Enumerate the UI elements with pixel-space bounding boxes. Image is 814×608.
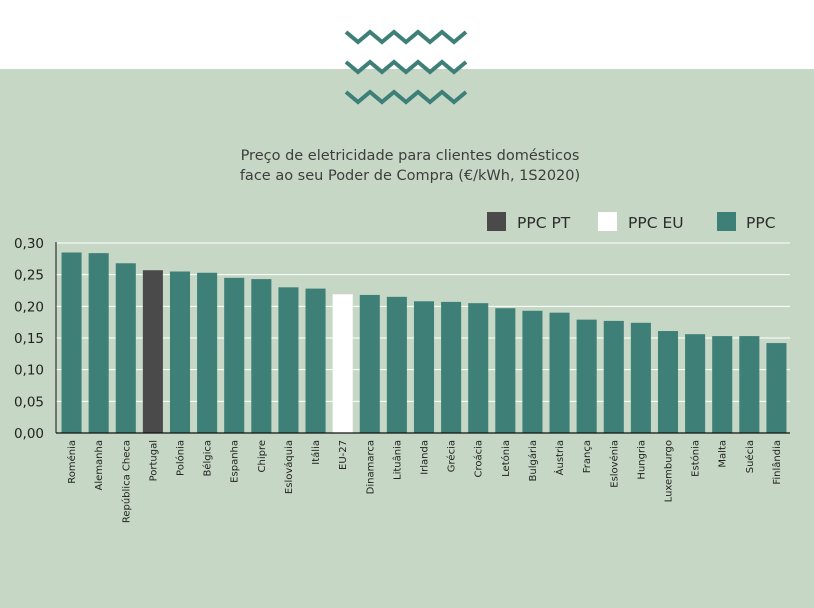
x-tick-label: Croácia: [473, 440, 485, 478]
chart-title-line-2: face ao seu Poder de Compra (€/kWh, 1S20…: [240, 168, 580, 184]
y-tick-label: 0,15: [14, 331, 44, 347]
bar: [441, 301, 462, 433]
y-axis-ticks: 0,00 0,05 0,10 0,15 0,20 0,25 0,30: [14, 236, 44, 442]
x-tick-label: Letónia: [500, 440, 512, 477]
bar: [712, 336, 733, 433]
bar: [685, 334, 706, 433]
x-tick-label: Lituânia: [391, 440, 403, 480]
bar: [88, 253, 109, 433]
bar: [251, 279, 272, 433]
y-tick-label: 0,10: [14, 363, 44, 379]
bar: [576, 319, 597, 433]
legend-label-ppc-eu: PPC EU: [628, 214, 684, 232]
x-tick-label: Grécia: [446, 440, 458, 472]
x-tick-label: Roménia: [66, 440, 78, 484]
x-tick-label: Chipre: [257, 440, 268, 473]
bars: [61, 252, 787, 433]
bar: [224, 277, 245, 433]
y-tick-label: 0,25: [14, 268, 44, 284]
y-tick-label: 0,00: [14, 426, 44, 442]
x-tick-label: Irlanda: [420, 440, 431, 475]
x-axis-ticks: Roménia Alemanha República Checa Portugal Po…: [66, 440, 783, 523]
legend-swatch-ppc-pt: [487, 212, 506, 231]
x-tick-label: Luxemburgo: [664, 440, 675, 502]
x-tick-label: França: [582, 440, 593, 473]
y-tick-label: 0,30: [14, 236, 44, 252]
x-tick-label: Estónia: [690, 440, 702, 477]
x-tick-label: República Checa: [120, 440, 132, 523]
x-tick-label: Hungria: [636, 440, 647, 480]
bar: [413, 301, 435, 433]
y-tick-label: 0,20: [14, 299, 44, 315]
x-tick-label: Finlândia: [771, 440, 783, 485]
bar: [197, 272, 218, 433]
bar: [169, 271, 191, 433]
bar: [766, 343, 787, 433]
chart-title-line-1: Preço de eletricidade para clientes domé…: [241, 148, 580, 164]
bar: [278, 287, 299, 433]
bar: [468, 303, 489, 433]
chart-title: Preço de eletricidade para clientes domé…: [240, 148, 580, 184]
x-tick-label: Eslováquia: [283, 440, 295, 494]
bar: [386, 296, 407, 433]
bar: [305, 288, 326, 433]
x-tick-label: Malta: [718, 440, 729, 468]
bar: [630, 322, 651, 433]
x-tick-label: Bélgica: [202, 440, 214, 477]
bar: [603, 320, 624, 433]
legend-swatch-ppc: [717, 212, 736, 231]
x-tick-label: Áustria: [553, 440, 566, 475]
y-tick-label: 0,05: [14, 394, 44, 410]
x-tick-label: Bulgária: [527, 440, 539, 481]
bar: [142, 270, 163, 433]
x-tick-label: Suécia: [744, 440, 756, 473]
bar: [739, 336, 760, 433]
x-tick-label: Espanha: [230, 440, 241, 483]
x-tick-label: Portugal: [148, 440, 159, 481]
legend-swatch-ppc-eu: [598, 212, 617, 231]
bar: [549, 312, 570, 433]
bar: [522, 310, 543, 433]
x-tick-label: EU-27: [338, 440, 349, 470]
x-tick-label: Polónia: [175, 440, 187, 476]
bar: [359, 294, 380, 433]
zigzag-decoration-icon: [344, 29, 468, 105]
bar: [332, 294, 353, 433]
x-tick-label: Eslovénia: [608, 440, 620, 488]
legend-label-ppc: PPC: [746, 214, 776, 232]
bar: [495, 308, 516, 433]
bar: [657, 331, 679, 433]
bar: [61, 252, 82, 433]
x-tick-label: Alemanha: [94, 440, 105, 490]
bar: [115, 263, 136, 433]
legend: PPC PT PPC EU PPC: [487, 212, 776, 232]
legend-label-ppc-pt: PPC PT: [517, 214, 571, 232]
x-tick-label: Dinamarca: [365, 440, 376, 494]
x-tick-label: Itália: [310, 440, 322, 465]
